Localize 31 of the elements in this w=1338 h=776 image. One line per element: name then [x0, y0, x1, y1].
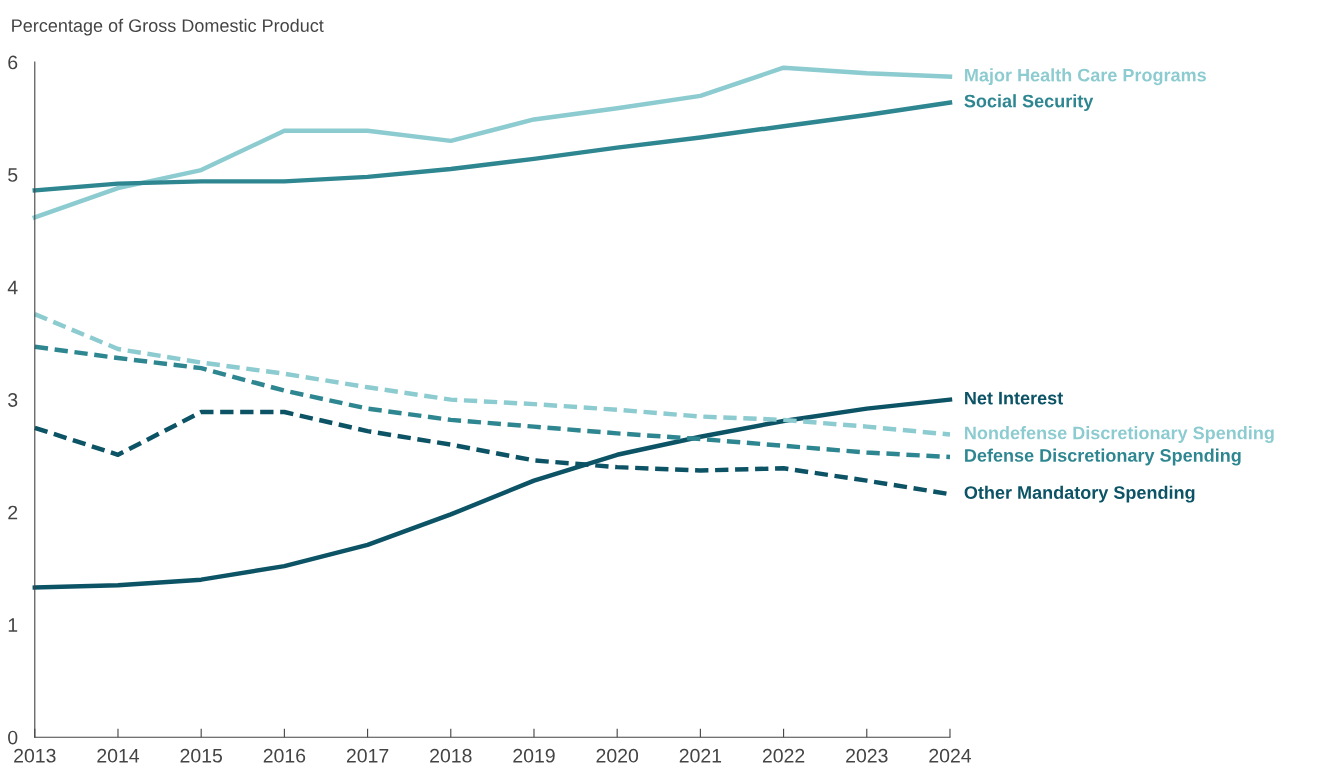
y-tick-label: 5	[8, 168, 18, 182]
x-tick-label: 2014	[97, 748, 140, 763]
line-series	[32, 311, 953, 437]
x-tick-label: 2013	[14, 748, 56, 763]
y-tick-label: 3	[8, 393, 18, 407]
x-tick-label: 2023	[846, 748, 888, 763]
x-tick-label: 2022	[762, 748, 805, 763]
x-tick-label: 2016	[263, 748, 306, 763]
line-series	[32, 65, 953, 220]
x-tick-label: 2017	[346, 748, 389, 763]
y-tick-label: 1	[8, 618, 18, 632]
line-series	[32, 100, 953, 193]
x-tick-label: 2021	[679, 748, 722, 763]
x-tick-label: 2015	[180, 748, 222, 763]
y-tick-label: 4	[7, 280, 18, 295]
series-label: Social Security	[964, 94, 1094, 111]
y-tick-label: 6	[8, 55, 18, 70]
y-tick-label: 2	[8, 505, 18, 520]
series-label: Other Mandatory Spending	[964, 485, 1195, 503]
line-series	[32, 397, 953, 590]
line-series	[32, 344, 953, 460]
x-tick-label: 2020	[596, 748, 639, 763]
series-label: Net Interest	[965, 391, 1063, 405]
y-tick-label: 0	[8, 730, 18, 745]
x-tick-label: 2024	[929, 748, 972, 763]
series-label: Major Health Care Programs	[965, 68, 1206, 86]
series-label: Nondefense Discretionary Spending	[965, 426, 1274, 443]
x-tick-label: 2018	[430, 748, 472, 763]
x-tick-label: 2019	[513, 748, 555, 763]
series-label: Defense Discretionary Spending	[965, 448, 1241, 466]
y-axis-title: Percentage of Gross Domestic Product	[12, 18, 324, 36]
